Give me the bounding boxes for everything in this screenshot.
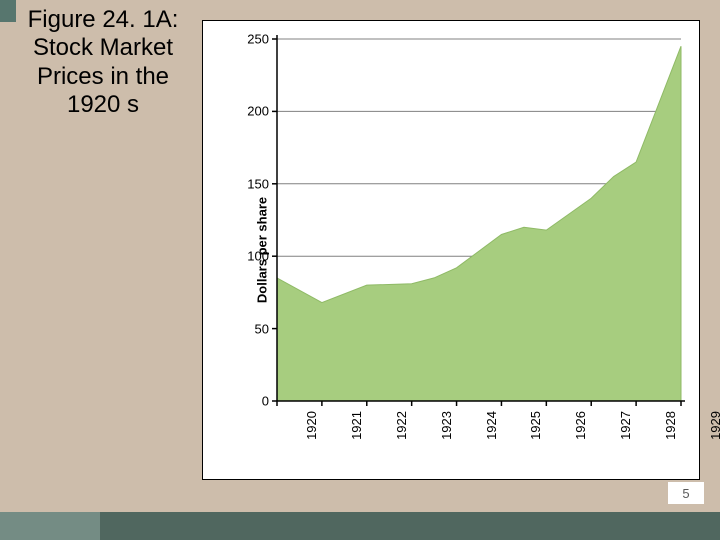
bottom-bar bbox=[0, 512, 720, 540]
x-tick-label: 1927 bbox=[618, 411, 633, 440]
x-tick-label: 1926 bbox=[573, 411, 588, 440]
bottom-accent bbox=[0, 512, 100, 540]
x-tick-label: 1922 bbox=[394, 411, 409, 440]
x-tick-label: 1925 bbox=[528, 411, 543, 440]
y-tick-label: 100 bbox=[241, 249, 269, 264]
chart-container: Dollars per share 0501001502002501920192… bbox=[202, 20, 700, 480]
y-tick-label: 250 bbox=[241, 32, 269, 47]
y-tick-label: 150 bbox=[241, 176, 269, 191]
x-tick-label: 1929 bbox=[708, 411, 720, 440]
y-tick-label: 0 bbox=[241, 394, 269, 409]
y-tick-label: 50 bbox=[241, 321, 269, 336]
x-tick-label: 1923 bbox=[439, 411, 454, 440]
x-tick-label: 1924 bbox=[483, 411, 498, 440]
x-tick-label: 1920 bbox=[304, 411, 319, 440]
chart-inner: Dollars per share 0501001502002501920192… bbox=[203, 21, 699, 479]
y-tick-label: 200 bbox=[241, 104, 269, 119]
figure-title: Figure 24. 1A: Stock Market Prices in th… bbox=[8, 6, 198, 119]
slide: Figure 24. 1A: Stock Market Prices in th… bbox=[0, 0, 720, 540]
x-tick-label: 1928 bbox=[663, 411, 678, 440]
x-tick-label: 1921 bbox=[349, 411, 364, 440]
page-number: 5 bbox=[668, 482, 704, 504]
